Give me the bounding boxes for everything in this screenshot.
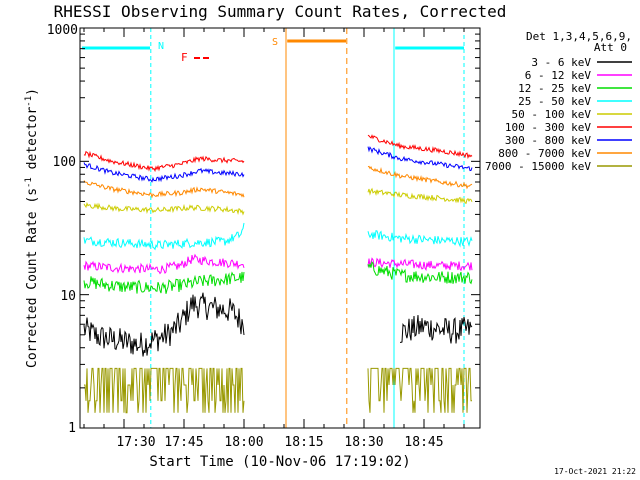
legend-entry-label: 100 - 300 keV: [505, 121, 591, 134]
series-line: [83, 134, 473, 173]
axis-ticks: [80, 27, 480, 429]
x-tick-labels: 17:30 17:45 18:00 18:15 18:30 18:45: [116, 435, 443, 450]
legend-entry-label: 300 - 800 keV: [505, 134, 591, 147]
y-axis-label-end: ): [25, 88, 40, 96]
legend-entry-label: 3 - 6 keV: [531, 56, 591, 69]
y-axis-label-sup2: -1: [24, 96, 34, 107]
x-tick-label: 18:00: [224, 435, 263, 450]
series-line: [84, 367, 472, 414]
series-line: [83, 253, 473, 275]
legend-entry-label: 7000 - 15000 keV: [485, 160, 591, 173]
y-tick-label: 1: [68, 421, 76, 436]
legend-swatches: [597, 61, 632, 167]
y-axis-label: Corrected Count Rate (s-1 detector-1): [24, 88, 40, 368]
y-axis-label-main: Corrected Count Rate (s: [25, 188, 40, 368]
x-tick-label: 18:45: [404, 435, 443, 450]
plot-frame: [79, 27, 481, 429]
x-tick-label: 17:30: [116, 435, 155, 450]
series-line: [83, 292, 473, 357]
annotation-saa-label: S: [272, 37, 278, 48]
legend-entry-label: 12 - 25 keV: [518, 82, 591, 95]
saa-markers: [285, 28, 348, 428]
series-line: [83, 165, 473, 199]
y-tick-label: 100: [53, 155, 76, 170]
series-line: [83, 222, 473, 251]
y-axis-label-sup1: -1: [24, 177, 34, 188]
annotation-night-label: N: [158, 41, 164, 52]
plot-area: [79, 27, 481, 429]
y-tick-label: 10: [60, 289, 76, 304]
x-tick-label: 18:30: [344, 435, 383, 450]
legend-entry-label: 25 - 50 keV: [518, 95, 591, 108]
series-lines: [83, 134, 473, 414]
y-axis-label-mid: detector: [25, 107, 40, 178]
x-tick-label: 18:15: [284, 435, 323, 450]
series-line: [83, 187, 473, 216]
legend-header-line1: Det 1,3,4,5,6,9,: [526, 30, 632, 43]
series-line: [83, 146, 473, 183]
chart-title: RHESSI Observing Summary Count Rates, Co…: [54, 2, 507, 21]
legend-header-line2: Att 0: [594, 41, 627, 54]
y-tick-label: 1000: [47, 23, 78, 38]
y-tick-labels: 1 10 100 1000: [47, 23, 78, 436]
legend-entries: 3 - 6 keV 6 - 12 keV 12 - 25 keV 25 - 50…: [485, 56, 591, 173]
legend-entry-label: 800 - 7000 keV: [498, 147, 591, 160]
series-line: [83, 261, 473, 294]
annotation-flare-label: F: [181, 51, 188, 64]
legend-entry-label: 50 - 100 keV: [512, 108, 592, 121]
generated-timestamp: 17-Oct-2021 21:22: [554, 467, 636, 476]
legend-entry-label: 6 - 12 keV: [525, 69, 592, 82]
x-tick-label: 17:45: [164, 435, 203, 450]
legend: Det 1,3,4,5,6,9, Att 0 3 - 6 keV 6 - 12 …: [485, 30, 632, 173]
x-axis-label: Start Time (10-Nov-06 17:19:02): [149, 454, 410, 470]
